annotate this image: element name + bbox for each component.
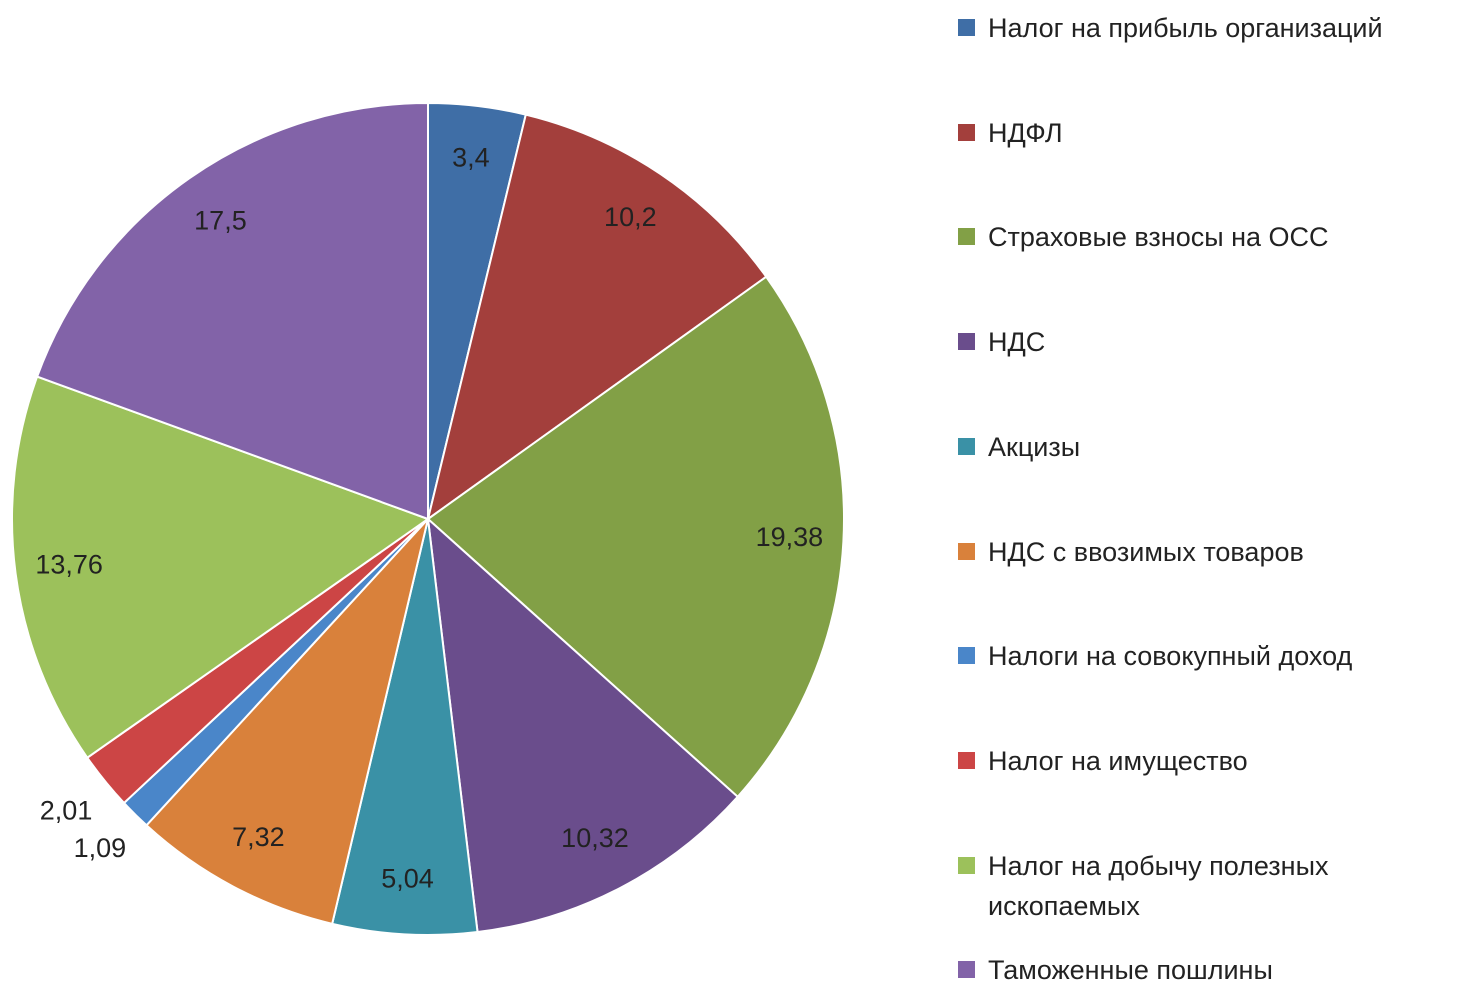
legend-label: Налог на прибыль организаций bbox=[988, 13, 1383, 43]
legend-label: НДС с ввозимых товаров bbox=[988, 536, 1304, 567]
data-label: 13,76 bbox=[35, 549, 103, 579]
legend-item: Таможенные пошлины bbox=[958, 950, 1458, 983]
legend-swatch bbox=[958, 647, 975, 665]
data-label: 1,09 bbox=[74, 833, 127, 863]
legend-label: Таможенные пошлины bbox=[988, 955, 1273, 983]
legend-swatch bbox=[958, 751, 975, 769]
legend-item: Налог на добычу полезных ископаемых bbox=[958, 846, 1458, 926]
legend-label: НДС bbox=[988, 327, 1046, 358]
legend-label: Акцизы bbox=[988, 431, 1081, 462]
legend-swatch bbox=[958, 437, 975, 455]
data-label: 19,38 bbox=[756, 522, 824, 552]
legend-item: Налог на имущество bbox=[958, 741, 1458, 781]
legend-label: Налог на добычу полезных ископаемых bbox=[988, 850, 1329, 921]
legend-swatch bbox=[958, 228, 975, 246]
pie-slice bbox=[330, 518, 479, 936]
pie-slice bbox=[11, 375, 431, 760]
legend-swatch bbox=[958, 123, 975, 141]
legend-label: Страховые взносы на ОСС bbox=[988, 222, 1329, 253]
legend-swatch bbox=[958, 19, 975, 36]
data-label: 3,4 bbox=[452, 143, 490, 173]
pie-slice bbox=[145, 515, 430, 926]
legend-swatch bbox=[958, 961, 975, 979]
legend-label: Налог на имущество bbox=[988, 745, 1248, 776]
legend-item: Налог на прибыль организаций bbox=[958, 8, 1458, 48]
legend-item: Акцизы bbox=[958, 427, 1458, 467]
data-label: 2,01 bbox=[40, 796, 93, 826]
data-label: 10,2 bbox=[604, 202, 657, 232]
legend-swatch bbox=[958, 856, 975, 874]
legend-label: Налоги на совокупный доход bbox=[988, 641, 1353, 672]
legend-item: Налоги на совокупный доход bbox=[958, 636, 1458, 676]
legend-swatch bbox=[958, 542, 975, 560]
data-label: 5,04 bbox=[381, 863, 434, 893]
data-label: 7,32 bbox=[232, 822, 285, 852]
legend-item: Страховые взносы на ОСС bbox=[958, 217, 1458, 257]
data-label: 10,32 bbox=[561, 823, 629, 853]
legend-swatch bbox=[958, 333, 975, 351]
legend-item: НДС с ввозимых товаров bbox=[958, 532, 1458, 572]
legend-item: НДФЛ bbox=[958, 113, 1458, 153]
pie-slice bbox=[35, 101, 429, 521]
pie-slice bbox=[426, 113, 768, 522]
pie-slice bbox=[426, 516, 740, 934]
data-label: 17,5 bbox=[194, 206, 247, 236]
pie-slice bbox=[426, 275, 845, 799]
legend-item: НДС bbox=[958, 322, 1458, 362]
legend-label: НДФЛ bbox=[988, 117, 1063, 148]
